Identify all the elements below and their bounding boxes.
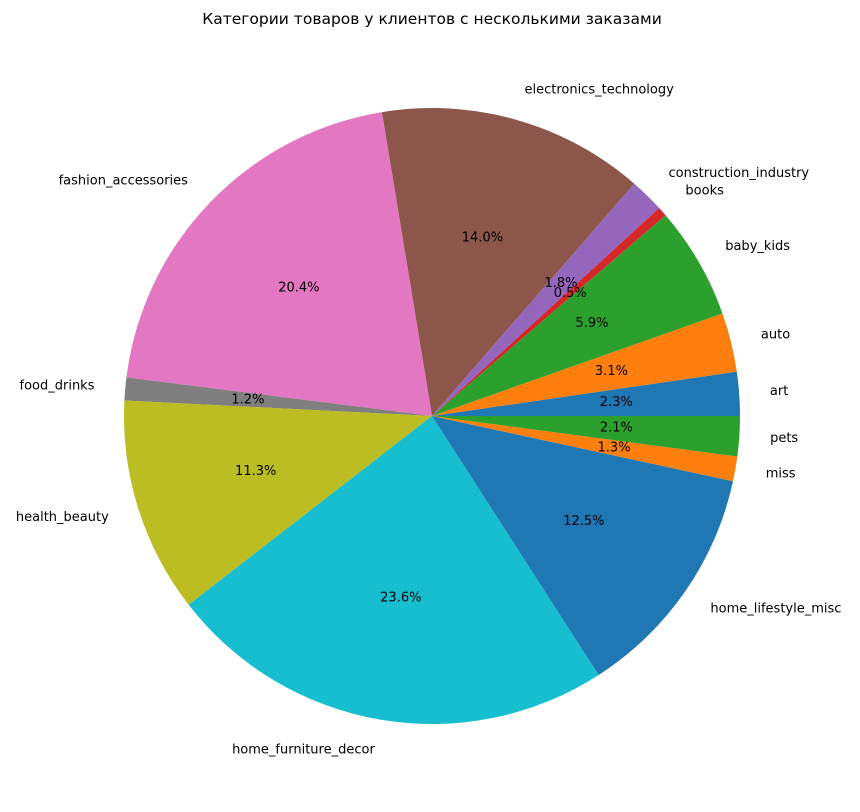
pct-label-home-furniture-decor: 23.6% xyxy=(380,591,421,606)
category-label-health-beauty: health_beauty xyxy=(16,510,109,525)
category-labels: art auto baby_kids books construction_indust… xyxy=(16,83,842,758)
category-label-construction-industry: construction_industry xyxy=(669,166,810,181)
pie-slice-books xyxy=(432,207,666,416)
pie-slices xyxy=(124,108,740,724)
category-label-art: art xyxy=(770,384,788,399)
category-label-food-drinks: food_drinks xyxy=(20,379,95,394)
pct-label-home-lifestyle-misc: 12.5% xyxy=(563,514,604,529)
pct-label-miss: 1.3% xyxy=(598,440,631,455)
pie-slice-health-beauty xyxy=(124,400,432,605)
pie-slice-home-lifestyle-misc xyxy=(432,416,733,676)
category-label-fashion-accessories: fashion_accessories xyxy=(59,173,189,188)
pie-slice-electronics-technology xyxy=(381,108,635,416)
category-label-pets: pets xyxy=(770,431,798,446)
pct-label-art: 2.3% xyxy=(600,395,633,410)
pie-slice-food-drinks xyxy=(124,377,433,416)
pie-slice-home-furniture-decor xyxy=(188,416,599,724)
pct-label-construction-industry: 1.8% xyxy=(545,276,578,291)
category-label-books: books xyxy=(685,184,724,199)
pct-label-electronics-technology: 14.0% xyxy=(462,231,503,246)
chart-title: Категории товаров у клиентов с нескольки… xyxy=(202,10,662,28)
percentage-labels: 2.3% 3.1% 5.9% 0.5%1.8% 14.0% 20.4% 1.2% 11.3% 2… xyxy=(231,231,633,606)
category-label-home-lifestyle-misc: home_lifestyle_misc xyxy=(710,602,841,617)
pie-slice-pets xyxy=(432,416,740,457)
category-label-auto: auto xyxy=(761,327,790,342)
pct-label-auto: 3.1% xyxy=(595,364,628,379)
pct-label-fashion-accessories: 20.4% xyxy=(278,280,319,295)
pct-label-pets: 2.1% xyxy=(600,421,633,436)
pct-label-baby-kids: 5.9% xyxy=(575,316,608,331)
category-label-home-furniture-decor: home_furniture_decor xyxy=(232,742,375,757)
pie-slice-construction-industry xyxy=(432,183,660,416)
pie-slice-baby-kids xyxy=(432,215,723,416)
pie-slice-auto xyxy=(432,313,737,416)
pie-slice-miss xyxy=(432,416,738,482)
pct-label-health-beauty: 11.3% xyxy=(235,464,276,479)
pie-slice-fashion-accessories xyxy=(126,112,432,416)
category-label-miss: miss xyxy=(766,467,796,482)
pct-label-food-drinks: 1.2% xyxy=(231,392,264,407)
pct-label-books: 0.5% xyxy=(554,286,587,301)
category-label-baby-kids: baby_kids xyxy=(725,239,790,254)
category-label-electronics-technology: electronics_technology xyxy=(524,83,674,98)
pie-slice-art xyxy=(432,371,740,416)
